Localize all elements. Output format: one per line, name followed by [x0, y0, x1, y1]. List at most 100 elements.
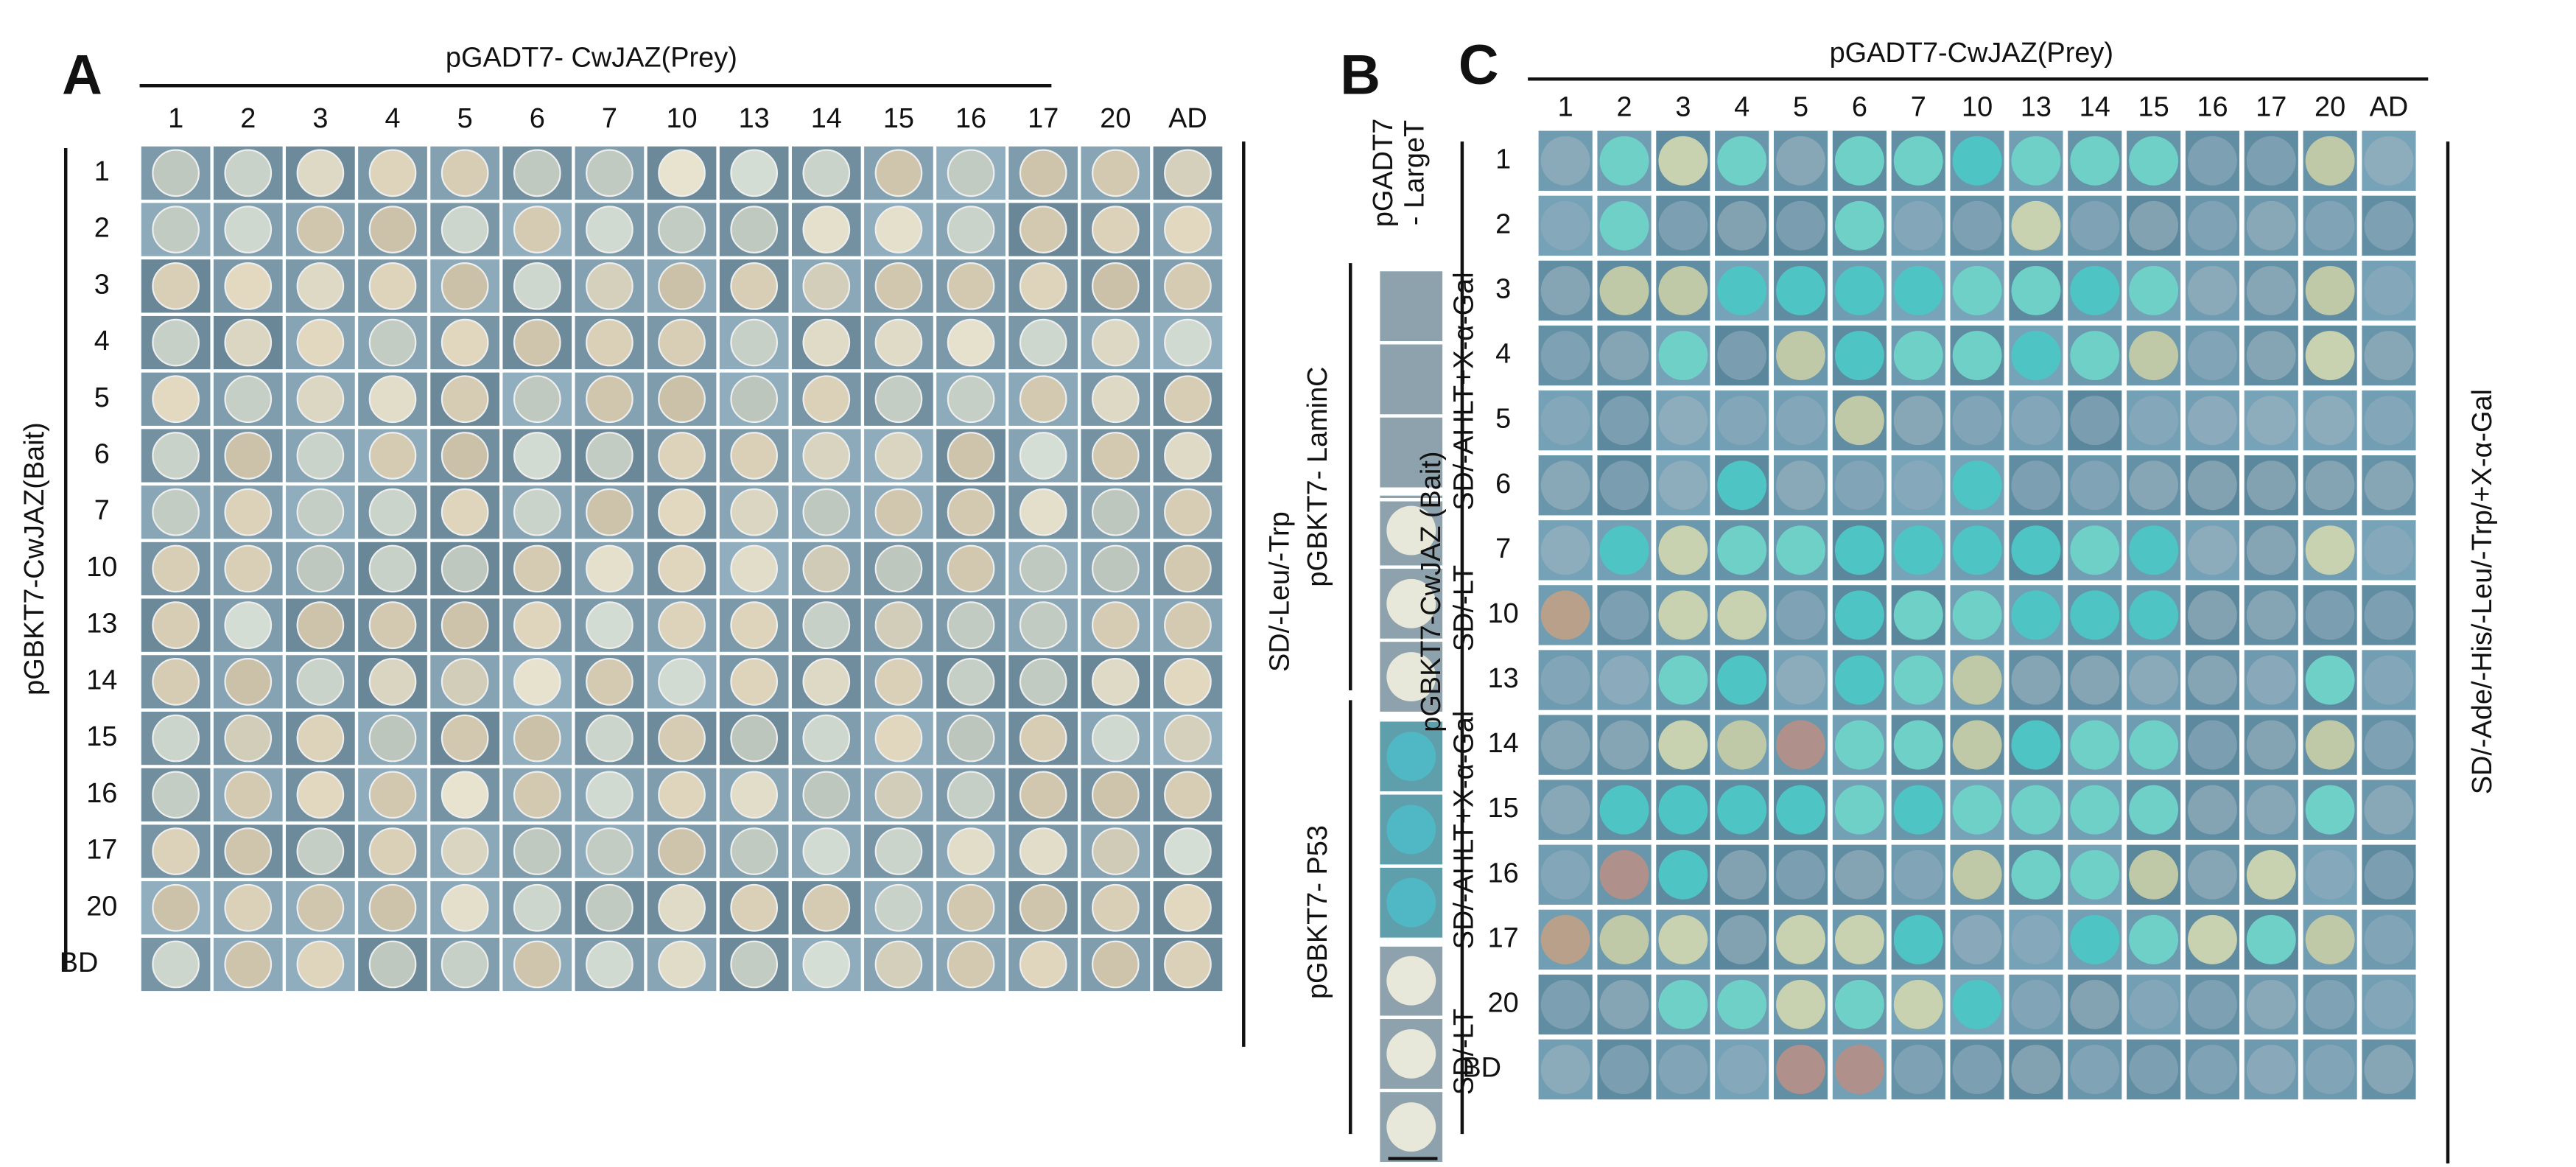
colony — [224, 771, 273, 819]
colony — [368, 601, 417, 649]
colony — [2070, 655, 2120, 705]
colony — [730, 375, 779, 424]
colony — [1540, 331, 1590, 381]
colony — [152, 206, 200, 253]
colony — [1164, 206, 1212, 253]
colony — [1776, 980, 1826, 1029]
colony — [1164, 262, 1212, 310]
row-label: 16 — [86, 778, 117, 809]
colony — [1019, 375, 1067, 424]
colony — [368, 262, 417, 310]
colony — [152, 658, 200, 706]
colony — [586, 771, 634, 819]
row-label: 2 — [94, 213, 110, 244]
row-label: 14 — [1488, 728, 1519, 759]
colony — [368, 206, 417, 253]
colony — [1091, 262, 1140, 310]
colony — [1717, 331, 1767, 381]
colony — [658, 318, 706, 367]
colony — [658, 262, 706, 310]
colony — [1599, 1045, 1649, 1095]
colony — [1540, 266, 1590, 315]
colony — [586, 318, 634, 367]
colony — [441, 318, 489, 367]
colony — [1834, 785, 1884, 835]
colony — [2070, 460, 2120, 511]
colony — [2011, 266, 2061, 315]
colony — [1834, 849, 1884, 900]
colony — [2129, 914, 2179, 964]
column-label: 6 — [1852, 91, 1867, 122]
colony — [1091, 488, 1140, 536]
colony — [152, 544, 200, 593]
row-label: 10 — [1488, 598, 1519, 629]
colony — [368, 544, 417, 593]
colony — [1386, 1028, 1436, 1079]
colony — [296, 206, 345, 253]
prey-label: pGADT7 — [1368, 119, 1399, 227]
colony — [2187, 720, 2237, 770]
row-label: 15 — [1488, 793, 1519, 824]
colony — [2070, 200, 2120, 250]
colony — [296, 488, 345, 536]
colony — [874, 375, 923, 424]
colony — [1776, 590, 1826, 640]
colony — [152, 318, 200, 367]
colony — [2364, 720, 2414, 770]
bait-label: pGBKT7- P53 — [1302, 825, 1333, 999]
colony — [152, 601, 200, 649]
colony — [1893, 785, 1943, 835]
colony — [1540, 914, 1590, 964]
colony — [224, 544, 273, 593]
colony — [1952, 396, 2002, 446]
colony — [2305, 849, 2355, 900]
colony — [1717, 590, 1767, 640]
colony — [1540, 1045, 1590, 1095]
colony — [2187, 849, 2237, 900]
colony — [1834, 720, 1884, 770]
colony — [1893, 460, 1943, 511]
colony — [658, 206, 706, 253]
colony — [2011, 460, 2061, 511]
colony — [2246, 460, 2296, 511]
colony — [2246, 331, 2296, 381]
colony — [658, 771, 706, 819]
colony — [224, 601, 273, 649]
colony — [802, 544, 851, 593]
colony — [658, 488, 706, 536]
colony — [2364, 849, 2414, 900]
colony — [1599, 396, 1649, 446]
colony — [2305, 590, 2355, 640]
colony — [658, 375, 706, 424]
colony — [152, 375, 200, 424]
column-label: 16 — [955, 103, 986, 134]
colony — [2305, 785, 2355, 835]
colony — [1952, 460, 2002, 511]
colony — [1893, 849, 1943, 900]
colony — [2129, 1045, 2179, 1095]
colony — [1091, 883, 1140, 932]
colony — [947, 375, 995, 424]
colony — [2187, 980, 2237, 1029]
colony — [658, 883, 706, 932]
colony — [1019, 432, 1067, 480]
colony — [1599, 980, 1649, 1029]
colony — [1164, 883, 1212, 932]
colony — [1164, 771, 1212, 819]
row-label: 5 — [94, 382, 110, 413]
colony — [1776, 460, 1826, 511]
colony — [658, 544, 706, 593]
colony — [586, 432, 634, 480]
colony — [441, 714, 489, 763]
colony — [2129, 525, 2179, 575]
colony — [874, 432, 923, 480]
colony — [296, 318, 345, 367]
colony — [1717, 980, 1767, 1029]
colony — [2129, 785, 2179, 835]
colony — [513, 883, 561, 932]
medium-label: SD/-LT — [1448, 565, 1479, 651]
colony — [2070, 525, 2120, 575]
column-label: 15 — [2138, 91, 2169, 122]
colony — [368, 771, 417, 819]
